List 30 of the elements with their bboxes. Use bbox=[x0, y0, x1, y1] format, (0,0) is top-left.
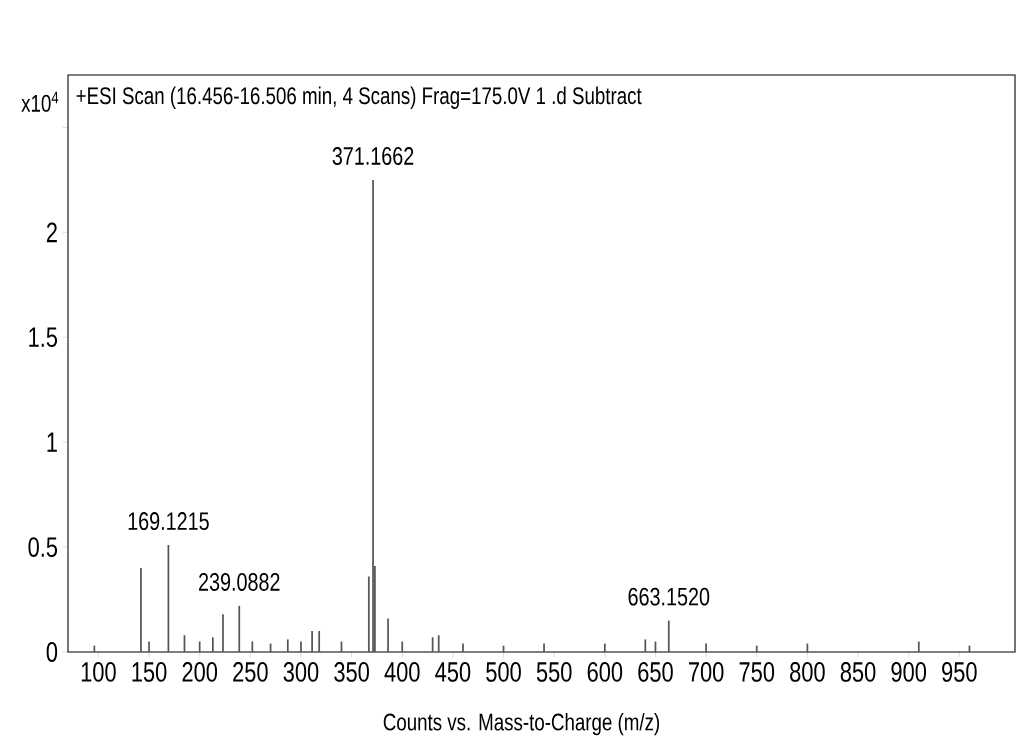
y-tick-label: 1 bbox=[47, 432, 57, 452]
x-tick-label: 950 bbox=[942, 662, 977, 682]
x-tick-label: 100 bbox=[81, 662, 116, 682]
annotation: 239.0882 bbox=[199, 572, 280, 591]
x-tick-label: 500 bbox=[486, 662, 521, 682]
annotation: 663.1520 bbox=[628, 587, 710, 606]
y-tick-label: 2 bbox=[46, 222, 57, 243]
y-tick-label: 0 bbox=[46, 642, 58, 662]
y-tick-label: 0.5 bbox=[28, 537, 58, 557]
x-tick-label: 600 bbox=[587, 662, 623, 682]
x-tick-label: 300 bbox=[283, 662, 319, 682]
y-axis-title: x10$^{4}$ bbox=[21, 91, 59, 112]
chart-title: +ESI Scan (16.456-16.506 min, 4 Scans) Frag=175.0V 1 .d Subtract bbox=[76, 86, 642, 109]
x-tick-label: 850 bbox=[840, 662, 876, 682]
x-tick-label: 400 bbox=[384, 662, 420, 682]
x-tick-label: 900 bbox=[891, 662, 927, 682]
annotation: 371.1662 bbox=[332, 147, 414, 165]
x-tick-label: 750 bbox=[739, 662, 775, 682]
x-tick-label: 150 bbox=[132, 662, 167, 682]
x-tick-label: 700 bbox=[689, 662, 724, 682]
x-tick-label: 250 bbox=[233, 662, 268, 682]
x-tick-label: 450 bbox=[435, 662, 471, 682]
x-axis-title: Counts vs. Mass-to-Charge (m/z) bbox=[383, 712, 660, 736]
x-tick-label: 650 bbox=[638, 662, 673, 682]
x-tick-label: 350 bbox=[334, 662, 369, 682]
x-tick-label: 550 bbox=[536, 662, 572, 682]
y-tick-label: 1.5 bbox=[29, 327, 58, 348]
x-tick-label: 800 bbox=[790, 662, 825, 682]
x-tick-label: 200 bbox=[182, 662, 218, 682]
annotation: 169.1215 bbox=[128, 512, 209, 531]
